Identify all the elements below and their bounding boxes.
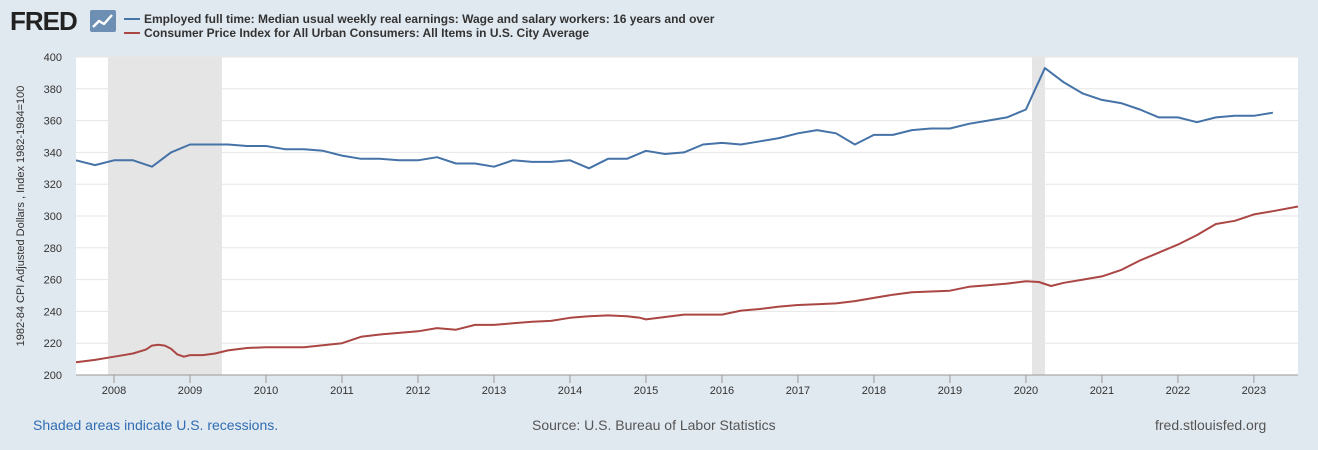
axes: 200 220 240 260 280 300 320 340 360 380 400 2008 200… (44, 52, 1298, 397)
y-tick-label: 280 (44, 243, 62, 255)
x-tick-label: 2022 (1166, 385, 1190, 397)
y-tick-label: 240 (44, 306, 62, 318)
legend-item-cpi[interactable]: Consumer Price Index for All Urban Consu… (124, 26, 714, 40)
legend-swatch-cpi (124, 32, 140, 34)
y-tick-label: 300 (44, 211, 62, 223)
y-axis-label: 1982-84 CPI Adjusted Dollars , Index 198… (15, 86, 27, 347)
x-tick-label: 2015 (634, 385, 658, 397)
fred-logo[interactable]: FRED (10, 6, 120, 36)
y-tick-label: 380 (44, 84, 62, 96)
y-tick-label: 360 (44, 116, 62, 128)
legend-label-earnings: Employed full time: Median usual weekly … (144, 12, 715, 26)
x-tick-label: 2017 (786, 385, 810, 397)
series-line-earnings[interactable] (75, 67, 1274, 170)
x-tick-label: 2012 (406, 385, 430, 397)
recession-note: Shaded areas indicate U.S. recessions. (33, 417, 279, 433)
y-tick-label: 320 (44, 179, 62, 191)
source-note: Source: U.S. Bureau of Labor Statistics (532, 417, 776, 433)
x-tick-label: 2018 (862, 385, 886, 397)
y-tick-label: 260 (44, 275, 62, 287)
x-tick-label: 2008 (102, 385, 126, 397)
legend-item-earnings[interactable]: Employed full time: Median usual weekly … (124, 12, 714, 26)
y-tick-label: 200 (44, 370, 62, 382)
legend-label-cpi: Consumer Price Index for All Urban Consu… (144, 26, 589, 40)
x-tick-label: 2014 (558, 385, 582, 397)
y-tick-label: 220 (44, 338, 62, 350)
series-lines (75, 67, 1299, 364)
series-line-cpi[interactable] (75, 205, 1299, 364)
legend-swatch-earnings (124, 18, 140, 20)
chart-legend: Employed full time: Median usual weekly … (124, 12, 714, 40)
x-tick-label: 2021 (1090, 385, 1114, 397)
x-tick-label: 2013 (482, 385, 506, 397)
y-tick-label: 400 (44, 52, 62, 64)
line-chart-icon (90, 10, 116, 32)
y-tick-label: 340 (44, 147, 62, 159)
fred-logo-text: FRED (10, 6, 78, 36)
x-tick-label: 2011 (330, 385, 354, 397)
x-tick-label: 2016 (710, 385, 734, 397)
x-tick-label: 2020 (1014, 385, 1038, 397)
x-tick-label: 2023 (1242, 385, 1266, 397)
x-tick-label: 2019 (938, 385, 962, 397)
x-tick-label: 2009 (178, 385, 202, 397)
x-tick-label: 2010 (254, 385, 278, 397)
site-link[interactable]: fred.stlouisfed.org (1155, 417, 1267, 433)
